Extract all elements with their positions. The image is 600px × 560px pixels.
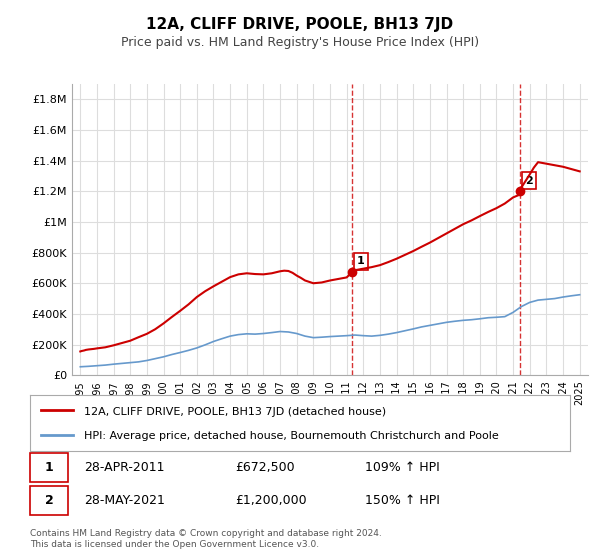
- Text: 1: 1: [357, 256, 365, 267]
- Text: 150% ↑ HPI: 150% ↑ HPI: [365, 494, 440, 507]
- Text: Price paid vs. HM Land Registry's House Price Index (HPI): Price paid vs. HM Land Registry's House …: [121, 36, 479, 49]
- Text: Contains HM Land Registry data © Crown copyright and database right 2024.
This d: Contains HM Land Registry data © Crown c…: [30, 529, 382, 549]
- Text: 28-MAY-2021: 28-MAY-2021: [84, 494, 165, 507]
- FancyBboxPatch shape: [30, 486, 68, 515]
- FancyBboxPatch shape: [30, 453, 68, 482]
- Text: HPI: Average price, detached house, Bournemouth Christchurch and Poole: HPI: Average price, detached house, Bour…: [84, 431, 499, 441]
- Text: 2: 2: [525, 176, 533, 185]
- Text: 109% ↑ HPI: 109% ↑ HPI: [365, 461, 440, 474]
- Text: 12A, CLIFF DRIVE, POOLE, BH13 7JD (detached house): 12A, CLIFF DRIVE, POOLE, BH13 7JD (detac…: [84, 407, 386, 417]
- Text: 1: 1: [44, 461, 53, 474]
- Text: 12A, CLIFF DRIVE, POOLE, BH13 7JD: 12A, CLIFF DRIVE, POOLE, BH13 7JD: [146, 17, 454, 32]
- Text: 2: 2: [44, 494, 53, 507]
- Text: £1,200,000: £1,200,000: [235, 494, 307, 507]
- Text: 28-APR-2011: 28-APR-2011: [84, 461, 164, 474]
- Text: £672,500: £672,500: [235, 461, 295, 474]
